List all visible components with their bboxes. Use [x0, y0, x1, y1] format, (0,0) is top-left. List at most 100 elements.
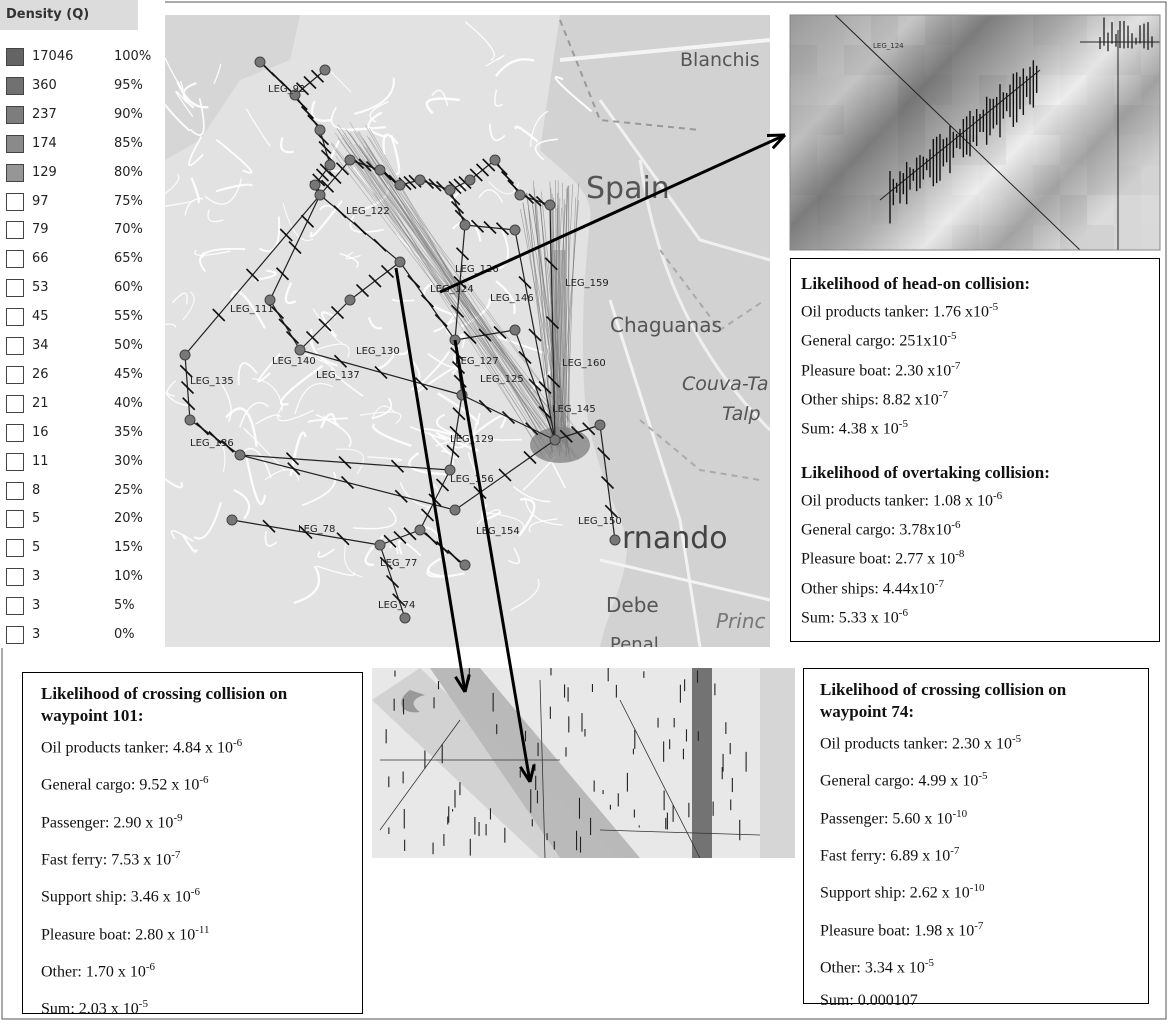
pixel	[790, 45, 817, 75]
waypoint	[415, 175, 425, 185]
line-exponent: -7	[935, 578, 944, 590]
pixel	[844, 195, 871, 225]
leg-label: LEG_159	[565, 278, 609, 289]
pixel	[844, 165, 871, 195]
line-text: Sum: 4.38 x 10	[801, 421, 899, 438]
legend-percent: 60%	[114, 279, 143, 297]
waypoint	[315, 125, 325, 135]
pixel	[1141, 135, 1168, 165]
leg-label: LEG_92	[268, 84, 305, 95]
pixel	[1033, 165, 1060, 195]
pixel	[1141, 165, 1168, 195]
line-exponent: -6	[191, 886, 200, 898]
line-exponent: -5	[978, 770, 987, 782]
legend-percent: 30%	[114, 453, 143, 471]
waypoint	[227, 515, 237, 525]
line-text: Pleasure boat: 2.80 x 10	[41, 926, 195, 943]
pixel	[979, 45, 1006, 75]
legend-count: 26	[32, 366, 49, 384]
waypoint	[460, 220, 470, 230]
pixel	[1141, 45, 1168, 75]
box-line: Pleasure boat: 2.77 x 10-8	[801, 542, 1149, 571]
pixel	[1087, 135, 1114, 165]
pixel	[844, 135, 871, 165]
line-text: Support ship: 2.62 x 10	[820, 885, 970, 902]
pixel	[952, 165, 979, 195]
legend-count: 5	[32, 510, 40, 528]
legend-count: 5	[32, 539, 40, 557]
line-text: General cargo: 9.52 x 10	[41, 777, 199, 794]
map: BlanchisSpainChaguanasCouva-TaTalprnando…	[140, 15, 770, 655]
legend-count: 97	[32, 193, 49, 211]
line-text: Sum: 0.000107	[820, 992, 918, 1009]
leg-label: LEG_137	[316, 370, 360, 381]
box-line: Pleasure boat: 1.98 x 10-7	[820, 910, 1132, 947]
pixel	[1087, 195, 1114, 225]
line-exponent: -7	[939, 389, 948, 401]
line-text: Passenger: 5.60 x 10	[820, 810, 952, 827]
pixel	[979, 165, 1006, 195]
pixel	[952, 45, 979, 75]
legend-percent: 5%	[114, 597, 135, 615]
waypoint	[315, 190, 325, 200]
legend-percent: 90%	[114, 106, 143, 124]
pixel	[1141, 105, 1168, 135]
box-title: Likelihood of head-on collision:	[801, 273, 1149, 295]
line-exponent: -9	[173, 812, 182, 824]
box-line: General cargo: 9.52 x 10-6	[41, 764, 344, 801]
pixel	[1033, 195, 1060, 225]
line-text: Support ship: 3.46 x 10	[41, 889, 191, 906]
waypoint	[395, 180, 405, 190]
pixel	[1006, 165, 1033, 195]
leg-label: LEG_150	[578, 516, 622, 527]
line-text: Oil products tanker: 1.08 x 10	[801, 492, 993, 509]
legend-swatch	[6, 337, 24, 355]
waypoint	[255, 57, 265, 67]
traffic-corridor	[692, 668, 712, 858]
legend-count: 3	[32, 597, 40, 615]
pixel	[898, 15, 925, 45]
pixel	[817, 135, 844, 165]
pixel	[1033, 135, 1060, 165]
pixel	[1060, 75, 1087, 105]
place-label: Blanchis	[680, 49, 760, 71]
waypoint	[185, 415, 195, 425]
box-title: Likelihood of crossing collision on wayp…	[41, 683, 344, 727]
leg-label: LEG_140	[272, 356, 316, 367]
place-label: Talp	[722, 403, 761, 425]
box-line: Sum: 4.38 x 10-5	[801, 412, 1149, 441]
pixel	[1087, 165, 1114, 195]
line-text: Sum: 2.03 x 10	[41, 1001, 139, 1018]
box-line: General cargo: 251x10-5	[801, 324, 1149, 353]
box-line: Oil products tanker: 1.08 x 10-6	[801, 484, 1149, 513]
pixel	[844, 105, 871, 135]
crossing-74-box: Likelihood of crossing collision on wayp…	[803, 668, 1149, 1004]
waypoint	[460, 560, 470, 570]
waypoint	[595, 420, 605, 430]
legend-swatch	[6, 453, 24, 471]
line-exponent: -6	[199, 774, 208, 786]
pixel	[925, 195, 952, 225]
zoom-inset	[372, 663, 795, 858]
pixel	[844, 15, 871, 45]
legend-percent: 50%	[114, 337, 143, 355]
box-line: Other ships: 4.44x10-7	[801, 572, 1149, 601]
pixel	[817, 105, 844, 135]
pixel	[790, 195, 817, 225]
legend-count: 11	[32, 453, 49, 471]
legend-swatch	[6, 395, 24, 413]
waypoint	[375, 540, 385, 550]
line-exponent: -5	[947, 330, 956, 342]
pixel	[925, 75, 952, 105]
pixel	[1141, 75, 1168, 105]
box-line: Fast ferry: 6.89 x 10-7	[820, 835, 1132, 872]
pixel	[925, 45, 952, 75]
line-text: Other: 3.34 x 10	[820, 959, 925, 976]
leg-label: LEG_154	[476, 526, 520, 537]
waypoint	[465, 175, 475, 185]
legend-percent: 80%	[114, 164, 143, 182]
legend-percent: 85%	[114, 135, 143, 153]
legend-swatch	[6, 77, 24, 95]
legend-percent: 55%	[114, 308, 143, 326]
